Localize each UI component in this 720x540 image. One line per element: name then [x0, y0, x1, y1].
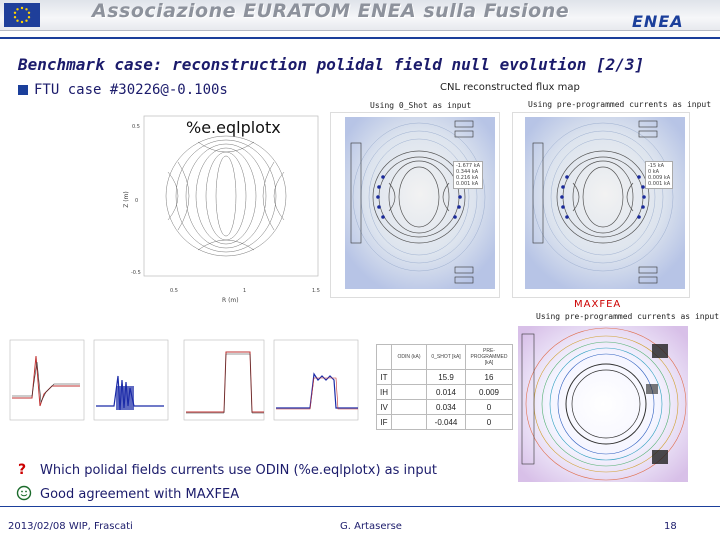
footer-divider [0, 506, 720, 507]
table-row: IH 0.014 0.009 [376, 384, 513, 400]
table-header: ODIN (kA) [391, 344, 427, 370]
table-cell: 0.014 [426, 384, 466, 400]
slide-title: Benchmark case: reconstruction polidal f… [18, 55, 645, 74]
left-plot-xtick-1: 0.5 [170, 288, 178, 294]
legend-entry: -1.677 kA [456, 163, 481, 169]
table-cell [391, 384, 427, 400]
case-bullet: FTU case #30226@-0.100s [18, 82, 228, 98]
legend-entry: 0.001 kA [456, 181, 479, 187]
legend-box-shot: -1.677 kA 0.344 kA 0.216 kA 0.001 kA [453, 161, 484, 189]
signal-plot-1 [6, 336, 86, 428]
eu-flag-logo [4, 3, 40, 27]
legend-entry: 0.001 kA [648, 181, 671, 187]
table-cell: 0 [465, 414, 513, 430]
table-cell [391, 399, 427, 415]
left-plot-ytick-3: -0.5 [131, 270, 141, 276]
legend-entry: -15 kA [648, 163, 665, 169]
question-icon: ? [18, 462, 27, 478]
banner-title: Associazione EURATOM ENEA sulla Fusione [92, 0, 570, 22]
left-plot-ylabel: Z (m) [122, 191, 130, 208]
table-row: IV 0.034 0 [376, 399, 513, 415]
caption-preprog-top: Using pre-programmed currents as input [528, 100, 712, 109]
page-number: 18 [664, 521, 677, 532]
left-plot-xtick-3: 1.5 [312, 288, 320, 294]
table-row: IF -0.044 0 [376, 414, 513, 430]
table-header: 0_SHOT [kA] [426, 344, 466, 370]
maxfea-flux-plot [506, 324, 690, 484]
bullet-square-icon [18, 85, 28, 95]
legend-entry: 0 kA [648, 169, 660, 175]
signal-plot-3 [180, 336, 266, 428]
left-plot-xlabel: R (m) [222, 297, 239, 304]
table-row: IT 15.9 16 [376, 369, 513, 385]
caption-preprog-bottom: Using pre-programmed currents as input [536, 312, 720, 321]
enea-logo: ENEA [632, 12, 684, 31]
table-cell: -0.044 [426, 414, 466, 430]
footer-author: G. Artaserse [340, 521, 402, 532]
agreement-text: Good agreement with MAXFEA [40, 487, 240, 502]
table-cell: 15.9 [426, 369, 466, 385]
left-plot-ytick-1: 0.5 [132, 124, 140, 130]
table-cell [391, 369, 427, 385]
cnl-flux-map-preprog: -15 kA 0 kA 0.009 kA 0.001 kA [512, 112, 690, 298]
eqlplotx-label: %e.eqlplotx [186, 118, 281, 137]
table-cell [391, 414, 427, 430]
question-text: Which polidal fields currents use ODIN (… [40, 463, 437, 478]
currents-table: ODIN (kA) 0_SHOT [kA] PRE-PROGRAMMED [kA… [376, 344, 513, 430]
table-cell: IF [376, 414, 392, 430]
caption-shot-input: Using 0_Shot as input [370, 101, 472, 110]
table-cell: IT [376, 369, 392, 385]
legend-entry: 0.216 kA [456, 175, 479, 181]
left-plot-xtick-2: 1 [243, 288, 247, 294]
legend-entry: 0.009 kA [648, 175, 671, 181]
signal-plot-4 [270, 336, 360, 428]
signal-plot-2 [90, 336, 170, 428]
maxfea-label: MAXFEA [574, 299, 622, 310]
header-banner [0, 0, 720, 31]
eqlplotx-flux-plot [128, 112, 324, 292]
legend-entry: 0.344 kA [456, 169, 479, 175]
header-divider [0, 37, 720, 39]
table-cell: IV [376, 399, 392, 415]
cnl-caption: CNL reconstructed flux map [440, 82, 580, 93]
legend-box-preprog: -15 kA 0 kA 0.009 kA 0.001 kA [645, 161, 674, 189]
left-plot-ytick-2: 0 [135, 198, 139, 204]
smiley-icon [16, 485, 32, 505]
table-header: PRE-PROGRAMMED [kA] [465, 344, 513, 370]
table-header [376, 344, 392, 370]
table-cell: 0.034 [426, 399, 466, 415]
footer-date-place: 2013/02/08 WIP, Frascati [8, 521, 133, 532]
cnl-flux-map-shot: -1.677 kA 0.344 kA 0.216 kA 0.001 kA [330, 112, 500, 298]
case-bullet-text: FTU case #30226@-0.100s [34, 82, 228, 98]
table-cell: IH [376, 384, 392, 400]
